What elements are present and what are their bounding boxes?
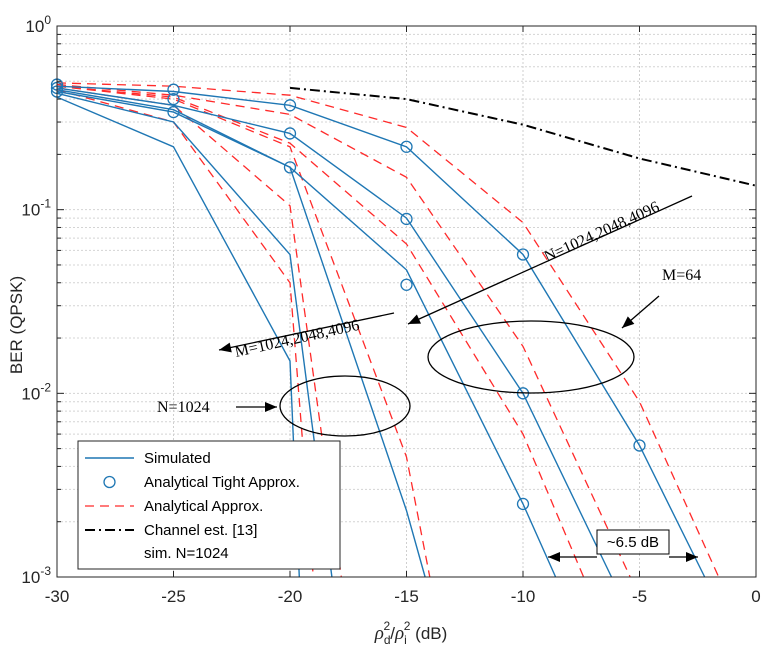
tight-approx-marker [283,127,297,140]
x-axis-label: ρd2/ρi2 (dB) [374,619,448,646]
y-tick-label: 10-2 [21,380,51,403]
approx-series-line [56,85,585,578]
x-tick-label: -15 [394,587,419,606]
simulated-series-line [56,87,613,578]
m64-ellipse [427,320,635,394]
m-sweep-arrow [218,312,395,351]
x-tick-label: -30 [45,587,70,606]
legend-approx-label: Analytical Approx. [144,498,263,515]
tight-approx-marker [283,99,297,112]
approx-series-line [56,89,314,578]
tight-approx-marker [167,92,180,106]
x-tick-label: -25 [161,587,186,606]
legend-box [77,440,341,570]
n1024-arrow-head [265,402,277,412]
gap-box [596,529,670,555]
gap-arrow-right-head [686,552,698,562]
x-tick-label: 0 [751,587,760,606]
legend-tight-swatch [103,475,116,489]
simulated-series-line [56,85,706,578]
tight-approx-marker [283,161,297,174]
x-tick-label: -20 [278,587,303,606]
legend-simulated-label: Simulated [144,450,211,467]
tight-approx-marker [167,83,180,96]
n1024-ellipse [279,375,411,437]
tight-approx-marker [167,105,180,119]
tight-approx-marker [400,140,413,153]
y-tick-label: 100 [25,13,51,36]
tight-approx-marker [400,212,413,226]
y-tick-label: 10-3 [21,564,51,587]
approx-series-line [56,85,431,578]
gap-arrow-left-head [548,552,560,562]
axis-ticks: -30 -25 -20 -15 -10 -5 0 10-3 10-2 10-1 100 [21,13,760,606]
m64-label: M=64 [662,267,701,284]
n1024-label: N=1024 [157,399,210,416]
x-tick-label: -5 [632,587,647,606]
y-tick-label: 10-1 [21,197,51,220]
tight-approx-marker [516,248,530,261]
legend: Simulated Analytical Tight Approx. Analyti… [77,440,341,570]
n-sweep-arrow-head [408,314,421,324]
simulated-series-line [56,89,557,578]
y-axis-label: BER (QPSK) [7,276,26,374]
tight-approx-marker [633,439,646,452]
x-tick-label: -10 [511,587,536,606]
tight-approx-marker [516,497,530,511]
legend-tight-label: Analytical Tight Approx. [144,474,300,491]
m64-arrow-head [622,316,635,328]
simulated-series-line [56,92,333,578]
approx-series-line [56,83,631,578]
legend-channel-label: Channel est. [13] [144,522,257,539]
gap-label: ~6.5 dB [607,534,659,551]
tight-approx-marker [400,278,413,291]
series-layer [56,82,757,578]
legend-channel-label-2: sim. N=1024 [144,545,229,562]
n-sweep-arrow [407,195,693,325]
m-sweep-arrow-head [219,342,232,353]
